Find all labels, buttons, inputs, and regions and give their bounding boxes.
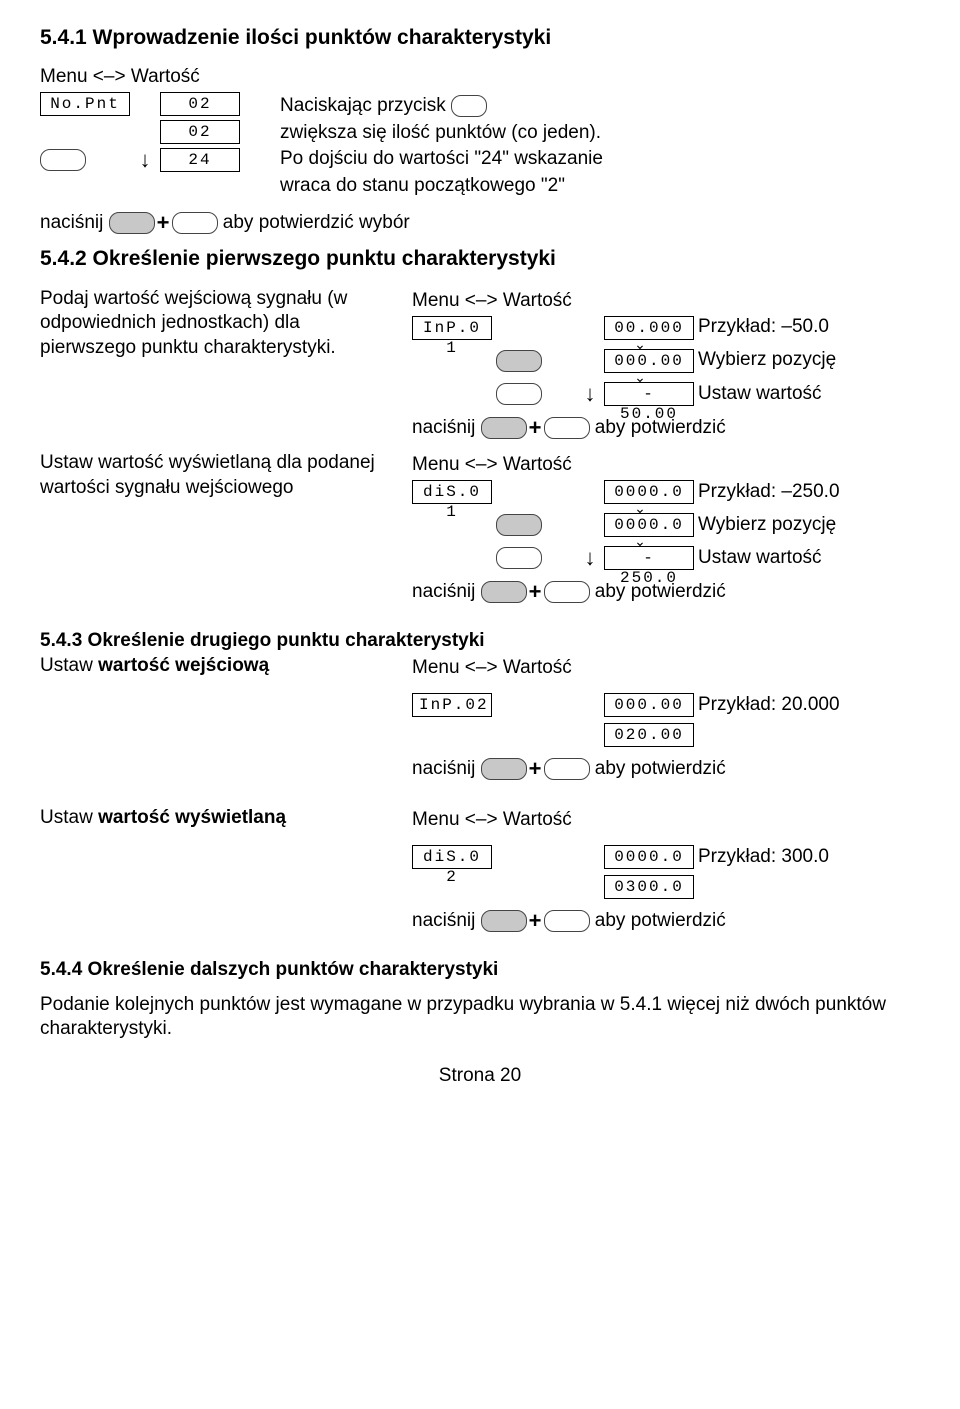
confirm-line-541: naciśnij + aby potwierdzić wybór [40, 211, 920, 236]
display-inp01: InP.0 1 [412, 316, 492, 340]
page-number: Strona 20 [40, 1064, 920, 1089]
label-ustaw-542b: Ustaw wartość [698, 546, 898, 571]
display-543a-v1: 000.00 [604, 693, 694, 717]
desc-542a: Podaj wartość wejściową sygnału (w odpow… [40, 287, 400, 451]
display-542b-v3: - 250.0 [604, 546, 694, 570]
label-wybierz-542a: Wybierz pozycję [698, 348, 898, 373]
menu-wartosc-542a: Menu <–> Wartość [412, 289, 920, 314]
heading-541: 5.4.1 Wprowadzenie ilości punktów charak… [40, 24, 920, 51]
button-white-icon[interactable] [544, 758, 590, 780]
label-wybierz-542b: Wybierz pozycję [698, 513, 898, 538]
example-542b: Przykład: –250.0 [698, 480, 898, 505]
display-val-2: 02 [160, 120, 240, 144]
button-grey-icon[interactable] [109, 212, 155, 234]
plus-icon: + [529, 417, 542, 439]
heading-542: 5.4.2 Określenie pierwszego punktu chara… [40, 245, 920, 272]
plus-icon: + [529, 758, 542, 780]
arrow-down-icon: ↓ [130, 149, 160, 171]
display-val-3: 24 [160, 148, 240, 172]
desc-541-l4: wraca do stanu początkowego "2" [280, 174, 920, 199]
tick-icon: ⌄ [604, 537, 676, 545]
confirm-line-542a: naciśnij + aby potwierdzić [412, 416, 920, 441]
display-val-1: 02 [160, 92, 240, 116]
button-grey-icon[interactable] [496, 514, 542, 536]
menu-wartosc-label: Menu <–> Wartość [40, 65, 920, 90]
desc-541-l3: Po dojściu do wartości "24" wskazanie [280, 147, 920, 172]
display-543b-v1: 0000.0 [604, 845, 694, 869]
arrow-down-icon: ↓ [580, 383, 600, 405]
arrow-down-icon: ↓ [580, 547, 600, 569]
display-542a-v3: - 50.00 [604, 382, 694, 406]
example-543b: Przykład: 300.0 [698, 845, 898, 870]
desc-541-l2: zwiększa się ilość punktów (co jeden). [280, 121, 920, 146]
menu-wartosc-543a: Menu <–> Wartość [412, 656, 920, 681]
button-grey-icon[interactable] [481, 758, 527, 780]
display-542a-v2: 000.00 [604, 349, 694, 373]
label-ustaw-542a: Ustaw wartość [698, 382, 898, 407]
display-inp02: InP.02 [412, 693, 492, 717]
desc-542b: Ustaw wartość wyświetlaną dla podanej wa… [40, 451, 400, 615]
confirm-line-543a: naciśnij + aby potwierdzić [412, 757, 920, 782]
button-white-icon[interactable] [544, 581, 590, 603]
display-542b-v1: 0000.0 [604, 480, 694, 504]
display-542b-v2: 0000.0 [604, 513, 694, 537]
display-dis02: diS.0 2 [412, 845, 492, 869]
button-white-icon[interactable] [172, 212, 218, 234]
desc-543b: Ustaw wartość wyświetlaną [40, 806, 400, 944]
menu-wartosc-542b: Menu <–> Wartość [412, 453, 920, 478]
button-white-icon[interactable] [544, 417, 590, 439]
heading-543: 5.4.3 Określenie drugiego punktu charakt… [40, 629, 920, 654]
confirm-line-542b: naciśnij + aby potwierdzić [412, 580, 920, 605]
plus-icon: + [157, 212, 170, 234]
menu-wartosc-543b: Menu <–> Wartość [412, 808, 920, 833]
display-543a-v2: 020.00 [604, 723, 694, 747]
tick-icon: ⌄ [604, 373, 676, 381]
plus-icon: + [529, 581, 542, 603]
button-inline-icon[interactable] [451, 95, 487, 117]
example-543a: Przykład: 20.000 [698, 693, 898, 718]
button-white-icon[interactable] [544, 910, 590, 932]
desc-544: Podanie kolejnych punktów jest wymagane … [40, 993, 920, 1042]
heading-544: 5.4.4 Określenie dalszych punktów charak… [40, 958, 920, 983]
tick-icon: ⌄ [604, 340, 676, 348]
display-dis01: diS.0 1 [412, 480, 492, 504]
button-blank-icon[interactable] [40, 149, 86, 171]
desc-543a: Ustaw wartość wejściową [40, 654, 400, 792]
display-nopnt: No.Pnt [40, 92, 130, 116]
display-543b-v2: 0300.0 [604, 875, 694, 899]
button-grey-icon[interactable] [481, 581, 527, 603]
example-542a: Przykład: –50.0 [698, 315, 898, 340]
button-white-icon[interactable] [496, 547, 542, 569]
confirm-line-543b: naciśnij + aby potwierdzić [412, 909, 920, 934]
tick-icon: ⌄ [604, 504, 676, 512]
plus-icon: + [529, 910, 542, 932]
display-542a-v1: 00.000 [604, 316, 694, 340]
desc-541-l1: Naciskając przycisk [280, 94, 920, 119]
button-grey-icon[interactable] [481, 417, 527, 439]
button-grey-icon[interactable] [481, 910, 527, 932]
button-white-icon[interactable] [496, 383, 542, 405]
button-grey-icon[interactable] [496, 350, 542, 372]
